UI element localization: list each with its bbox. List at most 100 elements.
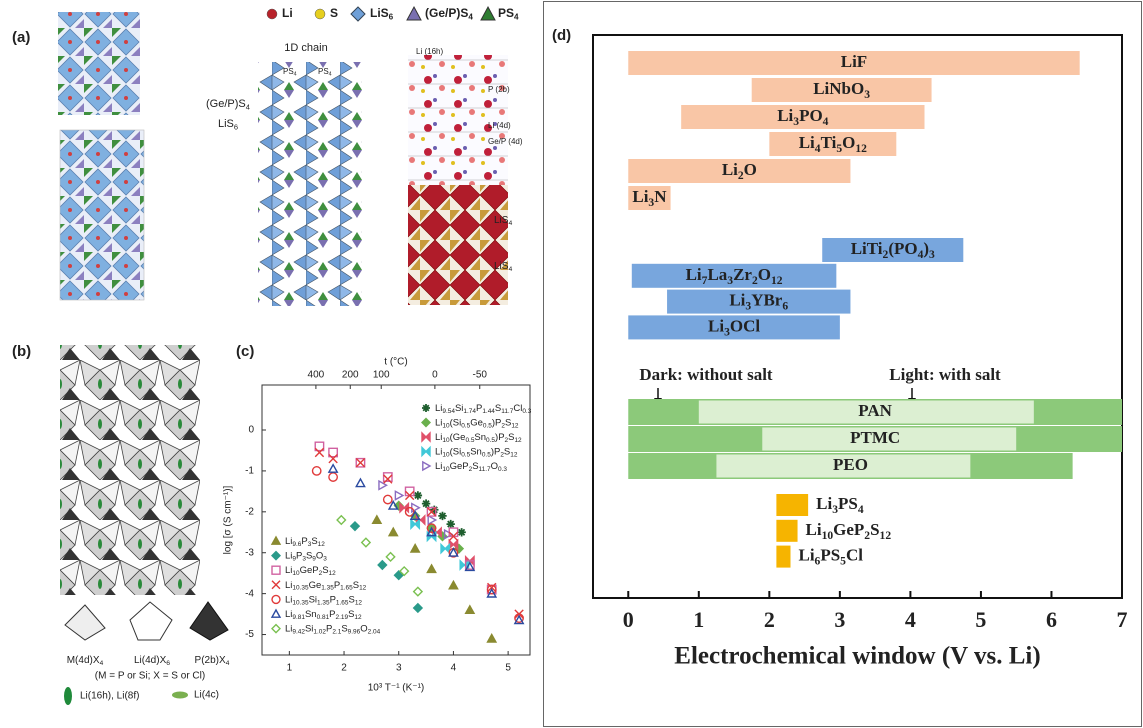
data-point xyxy=(410,518,421,530)
annotation: PS4 xyxy=(283,67,297,78)
annotation: PS4 xyxy=(318,67,332,78)
data-point xyxy=(448,527,459,538)
annotation: P (2b) xyxy=(488,85,510,94)
data-point xyxy=(328,472,339,482)
bar-label: Li4Ti5O12 xyxy=(799,133,867,155)
legend-marker xyxy=(421,445,431,458)
legend-label: (Ge/P)S4 xyxy=(425,6,473,22)
x-tick-label: 3 xyxy=(396,663,402,674)
annotation: (Ge/P)S4 xyxy=(206,98,250,111)
polyhedron-icon xyxy=(129,601,173,641)
annotation: LiS4 xyxy=(494,215,512,227)
bar-label: PTMC xyxy=(850,428,900,447)
legend-label: Li10(Ge0.5Sn0.5)P2S12 xyxy=(435,432,522,444)
x-tick-label: 3 xyxy=(834,607,845,632)
data-point xyxy=(382,472,393,482)
bar-label: LiTi2(PO4)3 xyxy=(851,239,935,261)
panel-border xyxy=(543,1,1142,727)
data-point xyxy=(464,604,476,615)
annotation: LiS6 xyxy=(218,118,238,131)
plot-frame xyxy=(261,384,531,656)
x-tick-label: 2 xyxy=(341,663,347,674)
range-bar xyxy=(822,238,964,262)
x2-axis-title: t (°C) xyxy=(384,357,407,368)
data-point xyxy=(448,531,459,542)
bar-label: PAN xyxy=(858,401,892,420)
data-point xyxy=(486,587,498,598)
range-bar xyxy=(776,545,791,568)
bar-label: Li2O xyxy=(722,160,757,182)
x-tick-label: 6 xyxy=(1046,607,1057,632)
data-point xyxy=(412,586,424,597)
panel-label: (c) xyxy=(236,343,254,360)
data-point xyxy=(464,561,476,572)
data-point xyxy=(314,447,325,458)
range-bar xyxy=(776,519,798,542)
polyhedron-label: Li(4d)X6 xyxy=(134,655,170,667)
data-point xyxy=(440,542,451,555)
data-point xyxy=(426,530,437,543)
y-tick-label: -3 xyxy=(245,547,254,558)
x-tick-label: 2 xyxy=(764,607,775,632)
data-point xyxy=(360,537,372,548)
x2-tick-label: 100 xyxy=(373,370,390,381)
legend-label: Li10(Si0.5Ge0.5)P2S12 xyxy=(435,417,519,429)
data-point xyxy=(311,466,322,476)
legend-label: Li10GeP2S11.7O0.3 xyxy=(435,461,507,473)
site-icon xyxy=(172,691,188,699)
site-structure xyxy=(408,55,508,185)
legend-marker xyxy=(421,431,431,443)
data-point xyxy=(378,479,388,491)
legend-label: Li9.42Si1.02P2.1S9.96O2.04 xyxy=(285,623,381,635)
x-tick-label: 1 xyxy=(287,663,293,674)
legend-marker xyxy=(421,417,431,428)
annotation: Li (4d) xyxy=(488,121,511,130)
range-bar xyxy=(762,427,1017,451)
legend-label: PS4 xyxy=(498,6,519,22)
bar-label: Li6PS5Cl xyxy=(798,546,863,568)
data-point xyxy=(457,528,466,537)
legend-marker xyxy=(314,8,326,20)
legend-label: Li10.35Ge1.35P1.65S12 xyxy=(285,579,367,591)
chain-structure xyxy=(258,62,362,306)
x-tick-label: 0 xyxy=(623,607,634,632)
data-point xyxy=(328,453,338,464)
data-point xyxy=(411,502,421,514)
bar-label: Li3PS4 xyxy=(816,494,864,516)
polyhedron-icon xyxy=(189,601,229,641)
y-tick-label: -2 xyxy=(245,506,254,517)
range-bar xyxy=(628,159,851,183)
data-point xyxy=(355,477,366,488)
data-point xyxy=(328,447,339,458)
panel-label: (a) xyxy=(12,29,30,46)
x2-tick-label: 400 xyxy=(308,370,325,381)
x2-tick-label: 200 xyxy=(342,370,359,381)
bar-label: Li3N xyxy=(632,187,667,209)
data-point xyxy=(413,491,423,500)
data-point xyxy=(448,547,459,557)
legend-label: Li10GeP2S12 xyxy=(285,565,336,577)
legend-label: Li9P3S9O3 xyxy=(285,550,327,562)
bar-label: Li3YBr6 xyxy=(729,291,788,313)
x-axis-title: 10³ T⁻¹ (K⁻¹) xyxy=(368,683,424,694)
range-bar xyxy=(667,289,851,314)
polyhedron-label: M(4d)X4 xyxy=(67,655,104,667)
bar-label: PEO xyxy=(833,455,868,474)
data-point xyxy=(412,602,424,614)
data-point xyxy=(387,500,399,510)
y-tick-label: -1 xyxy=(245,466,254,477)
x-tick-label: 4 xyxy=(451,663,457,674)
bar-label: LiF xyxy=(841,52,867,71)
bar-label: Li10GeP2S12 xyxy=(806,520,892,542)
annotation: 1D chain xyxy=(284,42,327,54)
data-point xyxy=(382,494,393,505)
range-bar xyxy=(631,263,837,288)
data-point xyxy=(314,441,325,452)
annotation: Ge/P (4d) xyxy=(488,137,523,146)
legend-label: Li10(Si0.5Sn0.5)P2S12 xyxy=(435,446,518,458)
data-point xyxy=(371,514,383,525)
legend-label: Li9.54Si1.74P1.44S11.7Cl0.3 xyxy=(435,403,532,415)
legend-label: Li10.35Si1.35P1.65S12 xyxy=(285,594,362,606)
data-point xyxy=(446,519,455,529)
